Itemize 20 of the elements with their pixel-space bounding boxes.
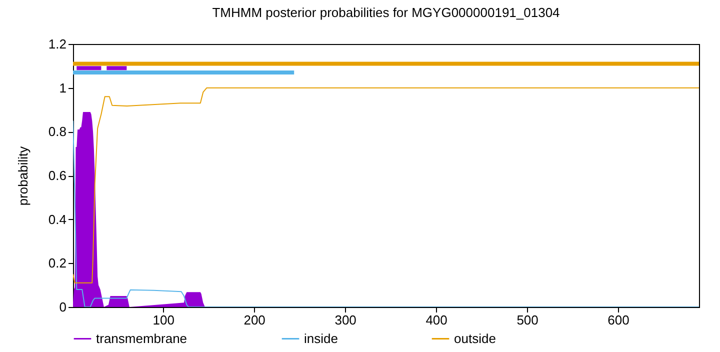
legend-label: inside bbox=[304, 330, 338, 346]
y-tick-label: 1 bbox=[59, 80, 66, 96]
y-tick-label: 1.2 bbox=[48, 36, 66, 52]
x-tick-label: 300 bbox=[334, 312, 356, 328]
x-tick-label: 400 bbox=[426, 312, 448, 328]
y-axis-title: probability bbox=[15, 146, 30, 206]
x-tick-label: 500 bbox=[516, 312, 538, 328]
legend-label: outside bbox=[454, 330, 496, 346]
chart-title: TMHMM posterior probabilities for MGYG000000191_01304 bbox=[212, 5, 560, 20]
line-series bbox=[73, 120, 699, 307]
y-tick-label: 0.8 bbox=[48, 124, 66, 140]
x-tick-label: 200 bbox=[244, 312, 266, 328]
y-tick-label: 0.4 bbox=[48, 212, 66, 227]
y-tick-label: 0.2 bbox=[48, 256, 66, 271]
x-tick-label: 600 bbox=[608, 312, 630, 328]
y-tick-label: 0 bbox=[59, 300, 66, 314]
y-tick-label: 0.6 bbox=[48, 168, 66, 183]
legend-label: transmembrane bbox=[96, 330, 188, 346]
x-tick-label: 100 bbox=[152, 312, 174, 328]
line-series bbox=[73, 87, 699, 284]
